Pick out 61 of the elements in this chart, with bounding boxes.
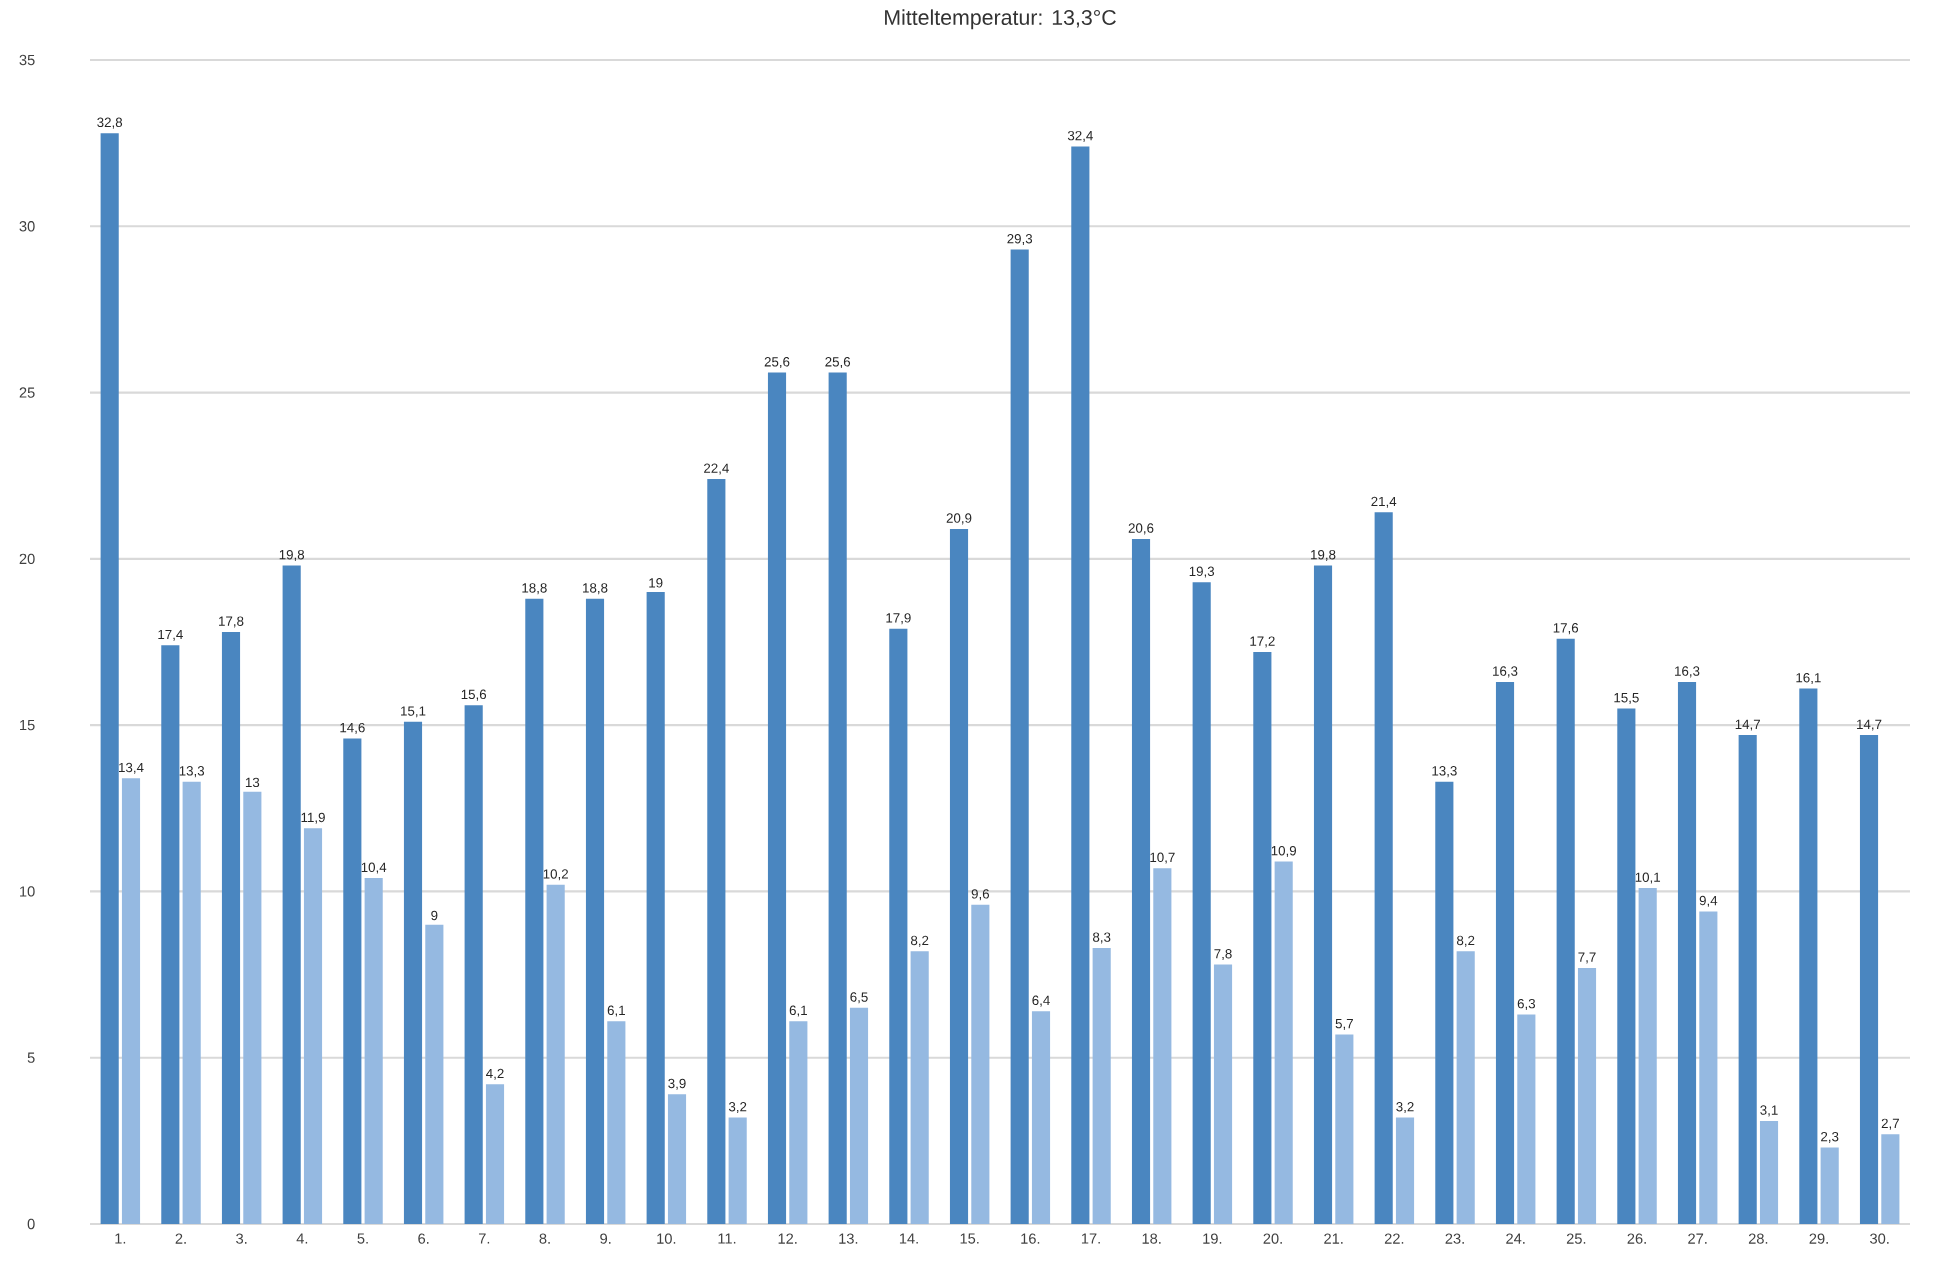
bar [646, 592, 665, 1224]
bar [282, 565, 301, 1224]
bar [1010, 249, 1029, 1224]
bar [949, 528, 969, 1224]
bar [303, 828, 323, 1224]
bar [1638, 888, 1657, 1224]
bar [667, 1094, 687, 1224]
bar [1799, 688, 1818, 1224]
bar [910, 951, 929, 1224]
bar [1374, 512, 1393, 1224]
bar [1131, 538, 1151, 1224]
bar [1577, 967, 1597, 1224]
bar [161, 645, 180, 1224]
bar [1313, 565, 1333, 1224]
bar [607, 1021, 626, 1224]
bar [1456, 951, 1475, 1224]
bar [1213, 964, 1233, 1224]
bar [1820, 1147, 1839, 1224]
bar [221, 632, 241, 1224]
bar [525, 598, 544, 1224]
bar [243, 791, 262, 1224]
bar [182, 781, 201, 1224]
bar [485, 1084, 505, 1224]
bar [1192, 582, 1211, 1224]
bar [1153, 868, 1172, 1224]
bar [585, 598, 605, 1224]
chart-title: Mitteltemperatur: 13,3°C [885, 9, 1116, 30]
bar [425, 924, 444, 1224]
bar [1859, 735, 1879, 1224]
bar [403, 721, 423, 1224]
bar [1738, 735, 1757, 1224]
bar [1435, 781, 1454, 1224]
bar [1092, 947, 1111, 1224]
bar [1274, 861, 1293, 1224]
bar [546, 884, 565, 1224]
bar [364, 878, 383, 1224]
bar [1677, 681, 1697, 1224]
bar [1495, 681, 1515, 1224]
bar [100, 133, 119, 1224]
bar [971, 904, 990, 1224]
bar [1617, 708, 1636, 1224]
bar [1071, 146, 1090, 1224]
bar [1759, 1120, 1779, 1224]
bar [767, 372, 787, 1224]
bar [121, 778, 141, 1224]
bar [1395, 1117, 1415, 1224]
bar [1699, 911, 1718, 1224]
bar [1881, 1134, 1900, 1224]
bar [343, 738, 362, 1224]
bar [1253, 651, 1272, 1224]
bar [728, 1117, 747, 1224]
bar [707, 479, 726, 1224]
bar [464, 705, 483, 1224]
bar [828, 372, 847, 1224]
bar [889, 628, 908, 1224]
bar [1556, 638, 1575, 1224]
bar [789, 1021, 808, 1224]
bar [1517, 1014, 1536, 1224]
bar [849, 1007, 869, 1224]
bar [1031, 1011, 1051, 1224]
bar [1335, 1034, 1354, 1224]
